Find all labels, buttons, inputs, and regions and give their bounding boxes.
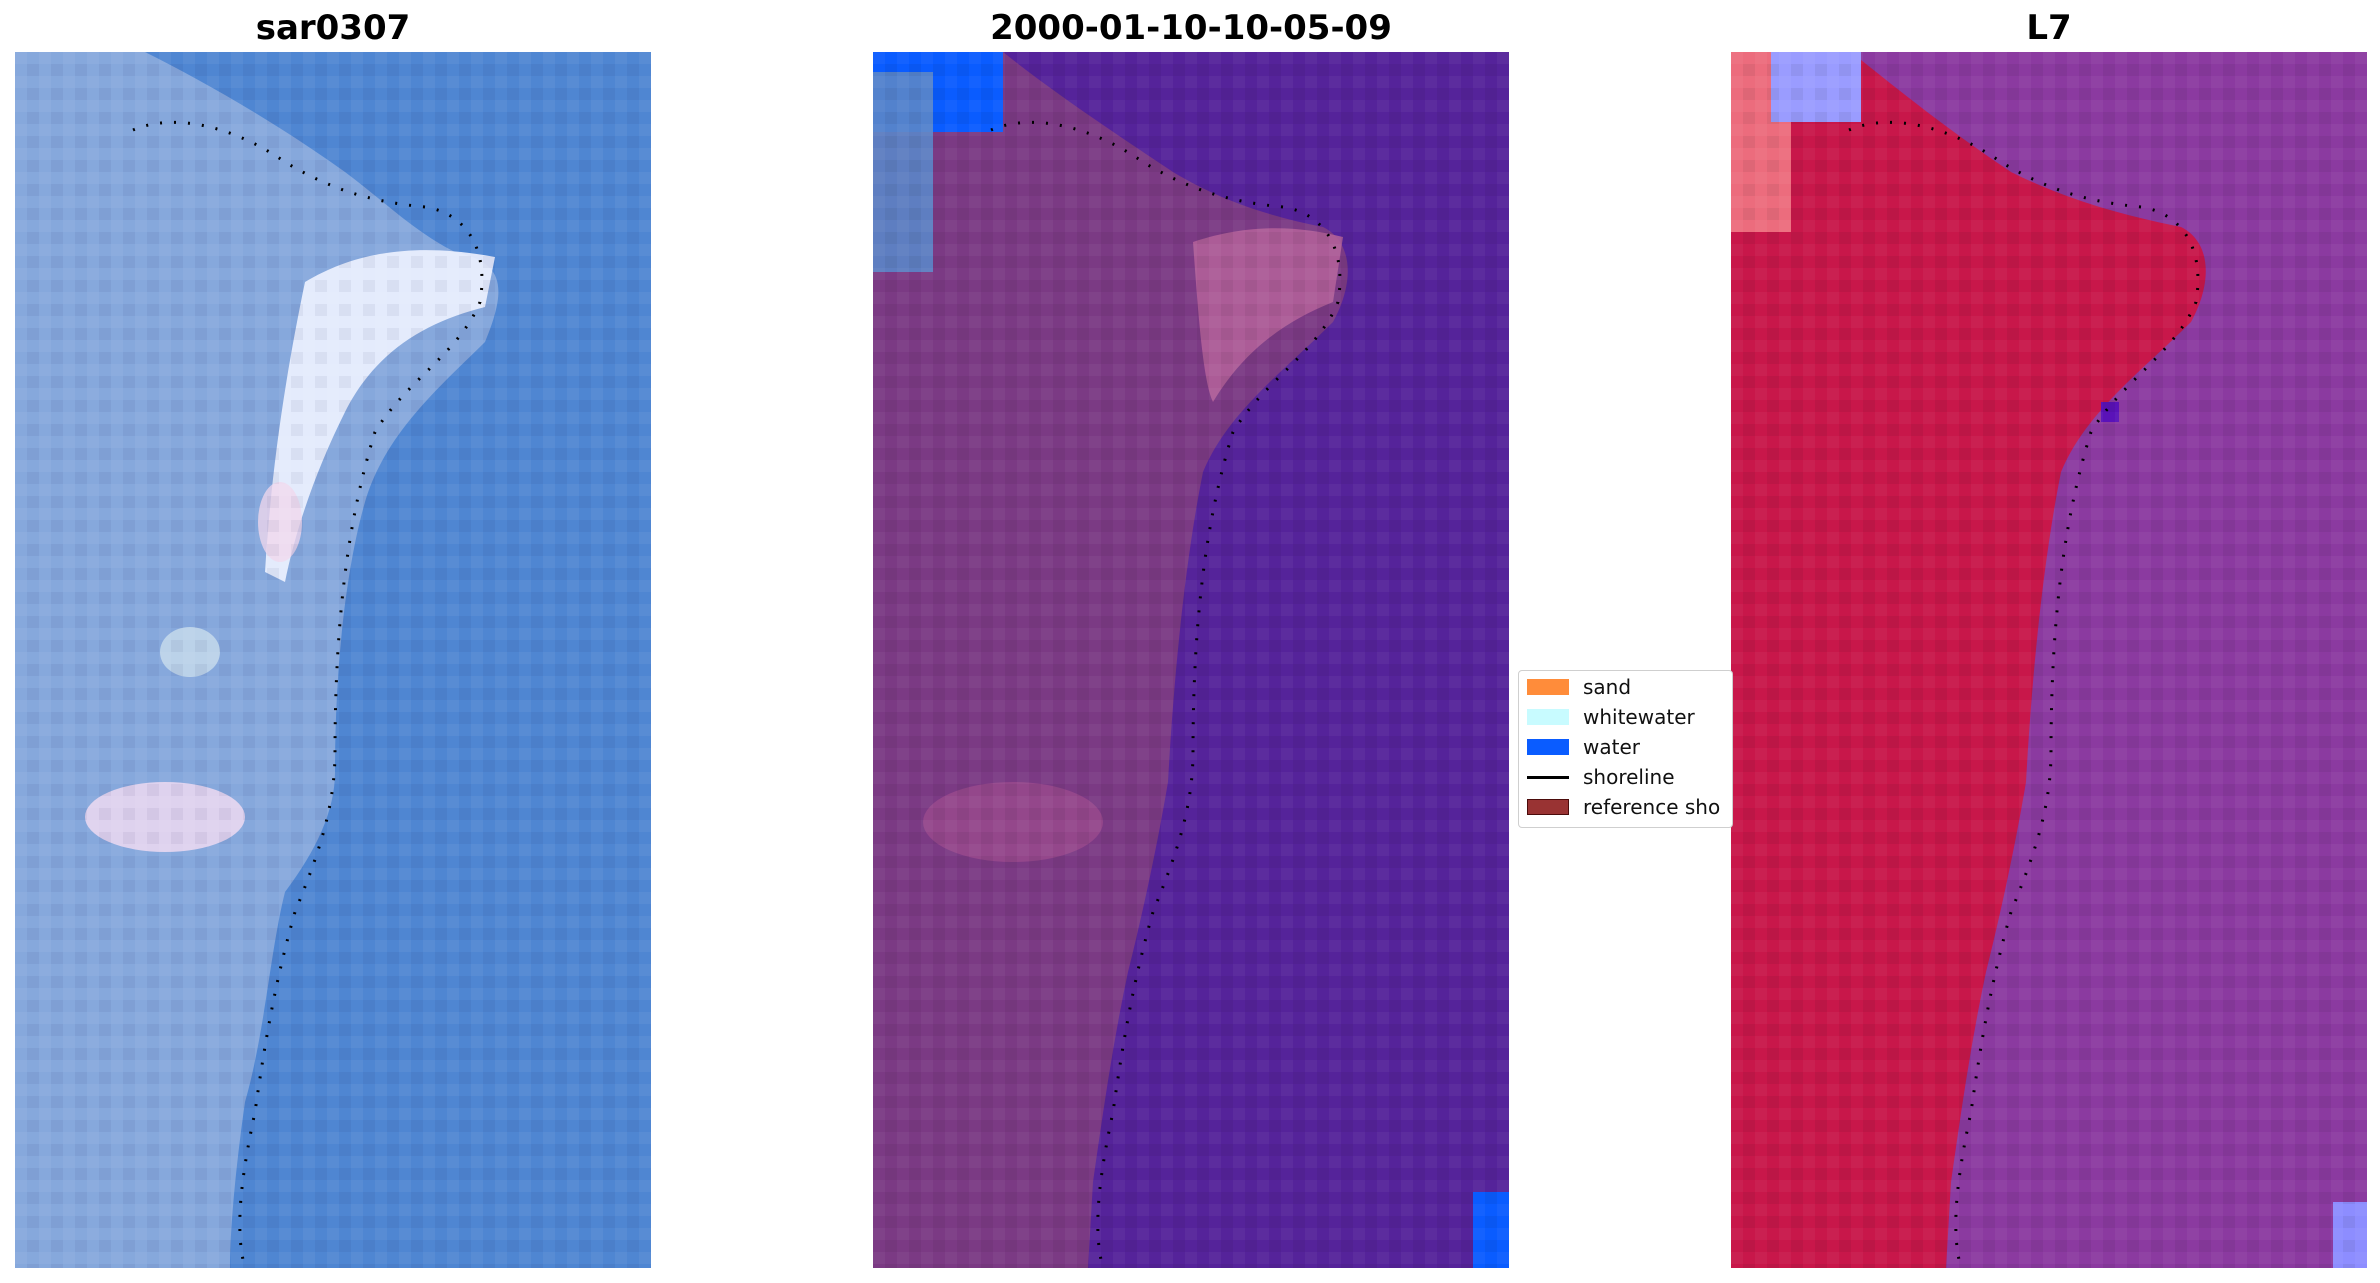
- sar-image-panel: [15, 52, 651, 1268]
- index-image-panel: [1731, 52, 2367, 1268]
- shoreline-swatch: [1527, 775, 1569, 779]
- sand-swatch: [1527, 679, 1569, 695]
- legend-item-whitewater: whitewater: [1527, 703, 1695, 731]
- shoreline-dots: [1848, 120, 2200, 1268]
- legend-label: whitewater: [1583, 705, 1695, 729]
- legend-item-sand: sand: [1527, 673, 1631, 701]
- index-image: [1731, 52, 2367, 1268]
- legend-item-water: water: [1527, 733, 1640, 761]
- legend-label: reference sho: [1583, 795, 1721, 819]
- legend-label: shoreline: [1583, 765, 1675, 789]
- whitewater-swatch: [1527, 709, 1569, 725]
- legend-label: water: [1583, 735, 1640, 759]
- legend: sand whitewater water shoreline referenc…: [1518, 670, 1733, 828]
- panel-title-sar: sar0307: [255, 8, 411, 48]
- legend-item-shoreline: shoreline: [1527, 763, 1675, 791]
- panel-title-index: L7: [2026, 8, 2072, 48]
- classified-image-panel: [873, 52, 1509, 1268]
- legend-label: sand: [1583, 675, 1632, 699]
- shoreline-dots: [132, 120, 484, 1268]
- classified-image: [873, 52, 1509, 1268]
- shoreline-dots: [990, 120, 1342, 1268]
- water-swatch: [1527, 739, 1569, 755]
- panel-title-classified: 2000-01-10-10-05-09: [990, 8, 1392, 48]
- legend-item-reference-shoreline: reference sho: [1527, 793, 1720, 821]
- reference-shoreline-swatch: [1527, 799, 1569, 815]
- sar-image: [15, 52, 651, 1268]
